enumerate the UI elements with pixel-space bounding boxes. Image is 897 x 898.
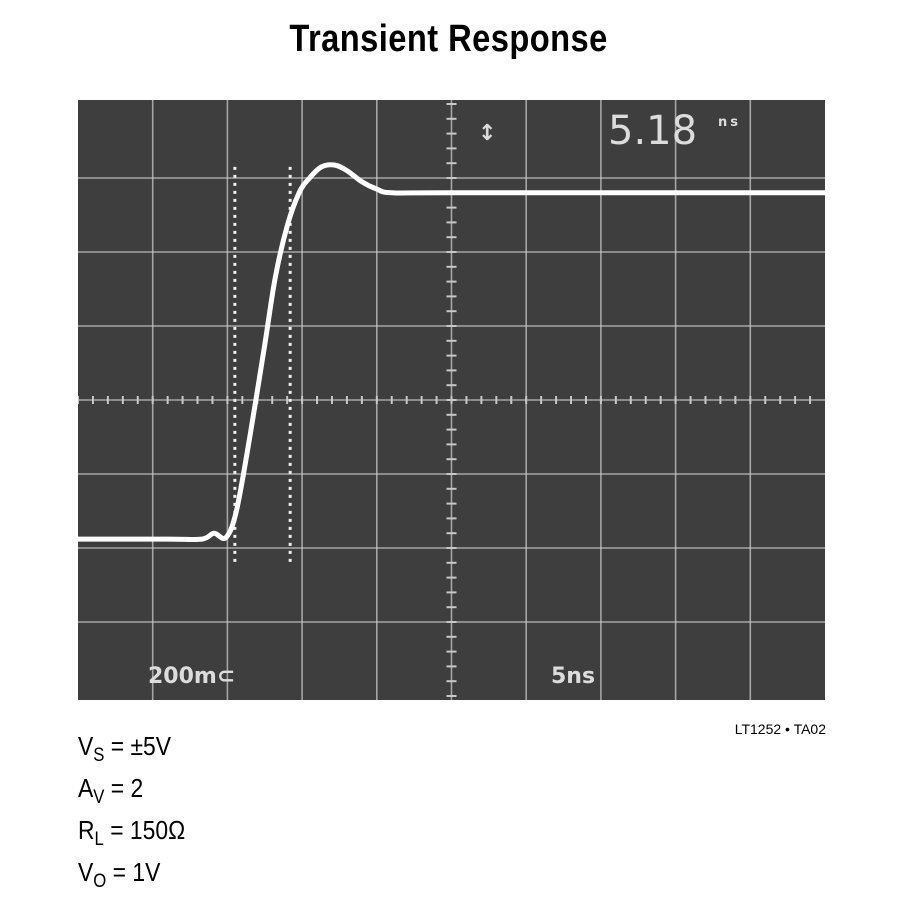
cursor-readout: 5.18 [608,108,697,154]
condition-load: RL = 150Ω [78,815,186,850]
condition-gain: AV = 2 [78,773,144,808]
oscilloscope-screen: 5.18 ns ↕ 200m⊂ 5ns [78,100,825,700]
time-per-div-label: 5ns [551,664,595,689]
time-cursors [233,166,292,567]
condition-supply: VS = ±5V [78,731,172,766]
test-conditions: VS = ±5V AV = 2 RL = 150Ω VO = 1V [78,730,185,898]
signal-trace [78,162,825,543]
graticule [78,100,825,700]
condition-output: VO = 1V [78,857,161,892]
cursor-readout-unit: ns [718,115,741,130]
scope-plot: 5.18 ns ↕ 200m⊂ 5ns [78,100,825,700]
volts-per-div-label: 200m⊂ [148,664,235,689]
delta-cursor-icon: ↕ [478,121,496,146]
figure-id: LT1252 • TA02 [734,721,826,737]
chart-title: Transient Response [289,18,608,60]
